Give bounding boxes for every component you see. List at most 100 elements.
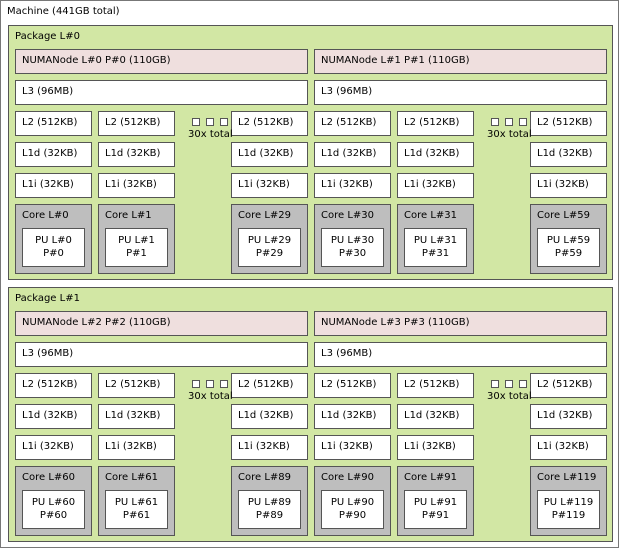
numa-node-box: NUMANode L#1 P#1 (110GB) (314, 49, 607, 74)
l1i-cache-box-label: L1i (32KB) (321, 179, 373, 190)
l1i-cache-box-label: L1i (32KB) (105, 179, 157, 190)
ellipsis-square-icon (220, 118, 228, 126)
pu-box: PU L#90 P#90 (321, 490, 384, 529)
ellipsis-square-icon (206, 118, 214, 126)
l1i-cache-box: L1i (32KB) (231, 173, 308, 198)
l2-cache-box-label: L2 (512KB) (238, 379, 294, 390)
pu-physical-label: P#31 (421, 248, 450, 259)
ellipsis-square-icon (206, 380, 214, 388)
l1i-cache-box-label: L1i (32KB) (105, 441, 157, 452)
l1d-cache-box-label: L1d (32KB) (404, 148, 460, 159)
l1d-cache-box: L1d (32KB) (98, 142, 175, 167)
l2-cache-box-label: L2 (512KB) (105, 379, 161, 390)
l3-cache-box-label: L3 (96MB) (321, 348, 373, 359)
l1d-cache-box-label: L1d (32KB) (537, 410, 593, 421)
core-box: Core L#31 PU L#31 P#31 (397, 204, 474, 274)
l1i-cache-box-label: L1i (32KB) (238, 441, 290, 452)
core-box-label: Core L#30 (321, 210, 374, 221)
package-box-label: Package L#1 (15, 293, 80, 304)
l1d-cache-box-label: L1d (32KB) (238, 410, 294, 421)
l2-cache-box: L2 (512KB) (98, 111, 175, 136)
core-box-label: Core L#31 (404, 210, 457, 221)
l1i-cache-box: L1i (32KB) (530, 173, 607, 198)
numa-node-box-label: NUMANode L#2 P#2 (110GB) (22, 317, 171, 328)
l1d-cache-box-label: L1d (32KB) (105, 410, 161, 421)
l3-cache-box-label: L3 (96MB) (22, 86, 74, 97)
l2-cache-box-label: L2 (512KB) (537, 379, 593, 390)
core-box-label: Core L#91 (404, 472, 457, 483)
pu-label: PU L#31 (413, 235, 458, 246)
l3-cache-box-label: L3 (96MB) (22, 348, 74, 359)
l1d-cache-box: L1d (32KB) (314, 404, 391, 429)
ellipsis-square-icon (519, 118, 527, 126)
l1i-cache-box: L1i (32KB) (397, 435, 474, 460)
core-box-label: Core L#29 (238, 210, 291, 221)
numa-node-box: NUMANode L#3 P#3 (110GB) (314, 311, 607, 336)
l1d-cache-box: L1d (32KB) (15, 142, 92, 167)
core-box-label: Core L#1 (105, 210, 152, 221)
numa-node-box-label: NUMANode L#1 P#1 (110GB) (321, 55, 470, 66)
ellipsis-square-icon (505, 118, 513, 126)
core-box: Core L#61 PU L#61 P#61 (98, 466, 175, 536)
pu-box: PU L#89 P#89 (238, 490, 301, 529)
l1d-cache-box: L1d (32KB) (397, 404, 474, 429)
pu-physical-label: P#29 (255, 248, 284, 259)
ellipsis-square-icon (192, 380, 200, 388)
l3-cache-box-label: L3 (96MB) (321, 86, 373, 97)
ellipsis-count-label: 30x total (188, 391, 233, 402)
l1d-cache-box-label: L1d (32KB) (404, 410, 460, 421)
l1i-cache-box-label: L1i (32KB) (22, 179, 74, 190)
l2-cache-box: L2 (512KB) (530, 373, 607, 398)
machine-label: Machine (441GB total) (7, 6, 120, 17)
ellipsis-square-icon (491, 118, 499, 126)
l1d-cache-box: L1d (32KB) (231, 404, 308, 429)
l1d-cache-box: L1d (32KB) (397, 142, 474, 167)
l1d-cache-box-label: L1d (32KB) (238, 148, 294, 159)
pu-physical-label: P#59 (554, 248, 583, 259)
ellipsis-square-icon (519, 380, 527, 388)
l2-cache-box-label: L2 (512KB) (321, 117, 377, 128)
core-box: Core L#1 PU L#1 P#1 (98, 204, 175, 274)
core-box-label: Core L#59 (537, 210, 590, 221)
core-box: Core L#89 PU L#89 P#89 (231, 466, 308, 536)
ellipsis-square-icon (192, 118, 200, 126)
l2-cache-box: L2 (512KB) (98, 373, 175, 398)
pu-box: PU L#61 P#61 (105, 490, 168, 529)
pu-label: PU L#59 (546, 235, 591, 246)
pu-physical-label: P#89 (255, 510, 284, 521)
l2-cache-box: L2 (512KB) (397, 373, 474, 398)
l2-cache-box: L2 (512KB) (231, 373, 308, 398)
l2-cache-box-label: L2 (512KB) (537, 117, 593, 128)
numa-node-box-label: NUMANode L#0 P#0 (110GB) (22, 55, 171, 66)
l2-cache-box: L2 (512KB) (530, 111, 607, 136)
ellipsis-square-icon (505, 380, 513, 388)
pu-box: PU L#1 P#1 (105, 228, 168, 267)
package-box-label: Package L#0 (15, 31, 80, 42)
l1d-cache-box-label: L1d (32KB) (22, 410, 78, 421)
pu-box: PU L#31 P#31 (404, 228, 467, 267)
pu-box: PU L#0 P#0 (22, 228, 85, 267)
pu-physical-label: P#91 (421, 510, 450, 521)
core-box-label: Core L#89 (238, 472, 291, 483)
l2-cache-box: L2 (512KB) (314, 111, 391, 136)
pu-label: PU L#0 (35, 235, 72, 246)
pu-box: PU L#60 P#60 (22, 490, 85, 529)
pu-label: PU L#61 (114, 497, 159, 508)
pu-label: PU L#90 (330, 497, 375, 508)
pu-label: PU L#30 (330, 235, 375, 246)
ellipsis-count-label: 30x total (188, 129, 233, 140)
l1i-cache-box-label: L1i (32KB) (404, 179, 456, 190)
l2-cache-box: L2 (512KB) (314, 373, 391, 398)
core-box-label: Core L#60 (22, 472, 75, 483)
pu-physical-label: P#119 (551, 510, 586, 521)
numa-node-box-label: NUMANode L#3 P#3 (110GB) (321, 317, 470, 328)
l2-cache-box-label: L2 (512KB) (404, 117, 460, 128)
l1i-cache-box: L1i (32KB) (397, 173, 474, 198)
pu-physical-label: P#0 (43, 248, 64, 259)
l1i-cache-box: L1i (32KB) (530, 435, 607, 460)
l1i-cache-box: L1i (32KB) (15, 435, 92, 460)
ellipsis-count-label: 30x total (487, 391, 532, 402)
core-box-label: Core L#61 (105, 472, 158, 483)
core-box: Core L#29 PU L#29 P#29 (231, 204, 308, 274)
core-box-label: Core L#90 (321, 472, 374, 483)
